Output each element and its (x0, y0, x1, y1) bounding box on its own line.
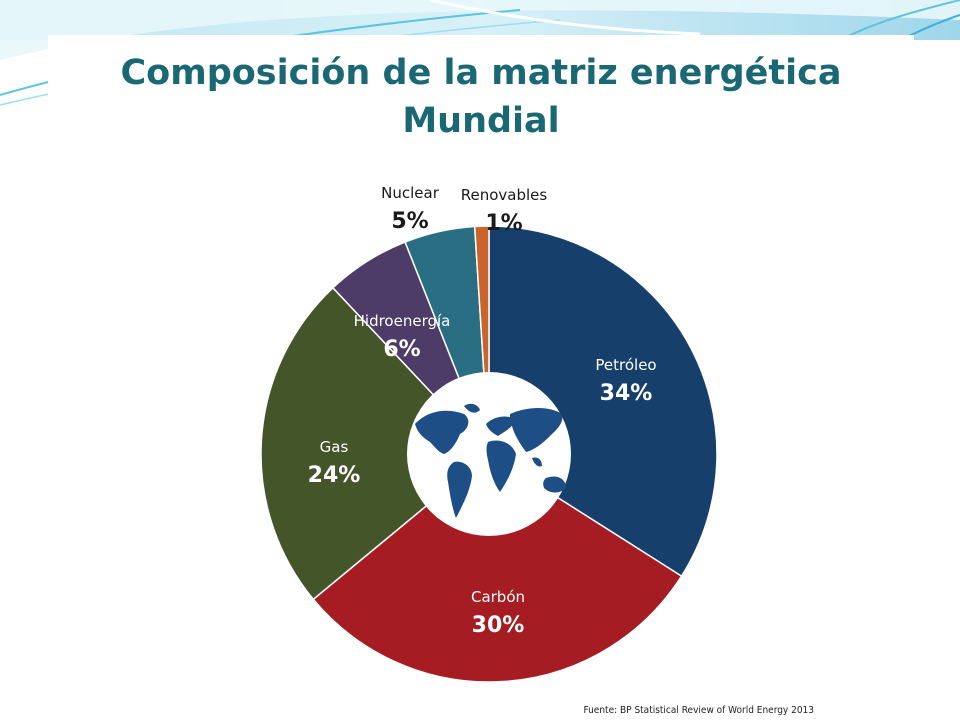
slice-value-renovables: 1% (485, 211, 522, 236)
slice-value-nuclear: 5% (391, 209, 428, 234)
slice-label-carbon: Carbón (471, 588, 525, 606)
slice-label-gas: Gas (320, 438, 349, 456)
world-map-icon (415, 403, 566, 518)
slice-label-hidroenergia: Hidroenergía (354, 312, 451, 330)
title-box: Composición de la matriz energética Mund… (48, 35, 914, 160)
slice-value-carbon: 30% (472, 613, 525, 638)
slice-label-nuclear: Nuclear (381, 184, 440, 202)
slice-value-hidroenergia: 6% (383, 337, 420, 362)
slice-group (260, 225, 718, 683)
slide-title-line2: Mundial (402, 101, 560, 141)
source-note: Fuente: BP Statistical Review of World E… (583, 705, 814, 716)
slice-value-petroleo: 34% (600, 381, 653, 406)
label-group: Petróleo 34% Carbón 30% Gas 24% Hidroenergía 6%… (308, 184, 657, 638)
slice-label-renovables: Renovables (461, 186, 548, 204)
slice-value-gas: 24% (308, 463, 361, 488)
slide-title: Composición de la matriz energética Mund… (48, 49, 914, 145)
slice-carbon (312, 453, 683, 683)
slide-title-line1: Composición de la matriz energética (120, 53, 842, 93)
donut-chart: Petróleo 34% Carbón 30% Gas 24% Hidroenergía 6%… (260, 184, 718, 683)
slice-gas (260, 286, 491, 601)
slice-label-petroleo: Petróleo (595, 356, 656, 374)
decorative-banner (0, 0, 960, 106)
chart-panel: Petróleo 34% Carbón 30% Gas 24% Hidroenergía 6%… (138, 162, 828, 720)
center-globe (407, 372, 571, 536)
